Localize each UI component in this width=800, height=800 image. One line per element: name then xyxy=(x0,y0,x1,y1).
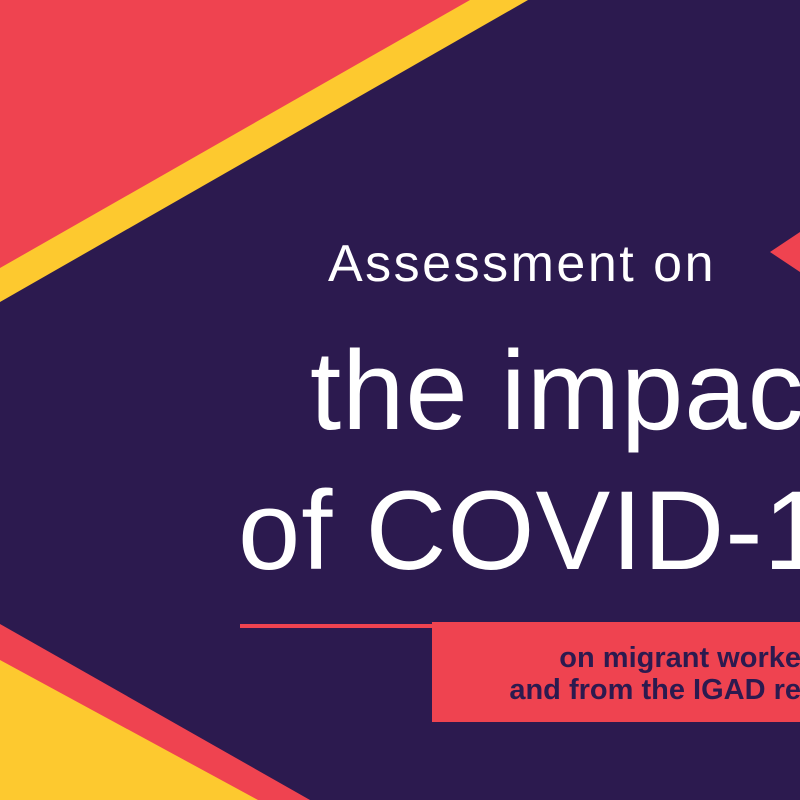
subtitle-line-1: on migrant worke xyxy=(559,642,800,674)
title-line-1: Assessment on xyxy=(328,235,716,293)
title-line-2: the impac xyxy=(310,328,800,453)
subtitle-banner: on migrant worke and from the IGAD re xyxy=(432,622,800,722)
right-red-triangle xyxy=(770,232,800,272)
top-red-triangle xyxy=(0,0,470,268)
title-line-3: of COVID-1 xyxy=(238,468,800,593)
subtitle-line-2: and from the IGAD re xyxy=(509,674,800,706)
bottom-yellow-triangle xyxy=(0,660,258,800)
divider-line xyxy=(240,624,434,628)
